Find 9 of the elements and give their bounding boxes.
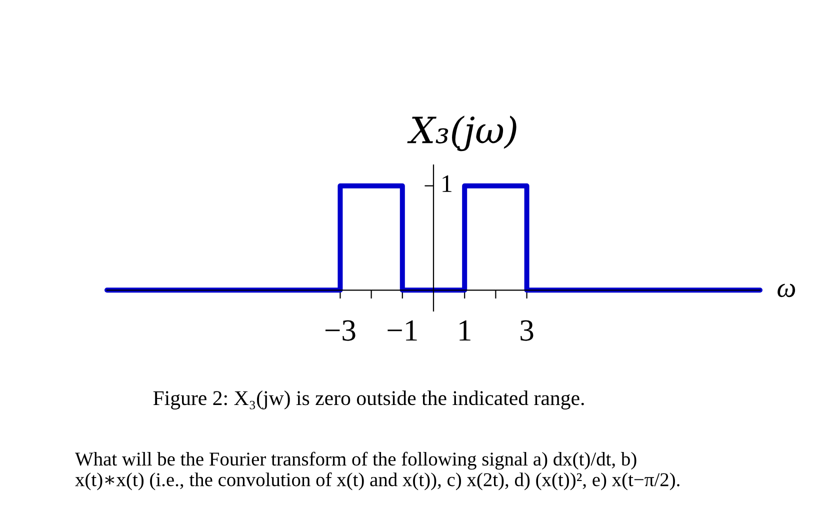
x-tick-label: 3 [520,320,534,341]
caption: Figure 2: X₃(jw) is zero outside the indicated range. [153,390,584,410]
y-axis-title: X₃(jω) [407,116,516,152]
x-tick-label: 1 [460,320,470,341]
x-axis-title: ω [778,284,796,298]
x-tick-label: −3 [325,320,356,341]
annotation: 1 [442,175,452,192]
x-tick-label: −1 [388,320,417,341]
text: What will be the Fourier transform of the following signal a) dx(t)/dt, b) x(t)∗x(t) (i.e., the convolution of x(t) and x(t)), c) x(2t), d) (x(t))², e) x(t−π/2). [75,452,680,490]
